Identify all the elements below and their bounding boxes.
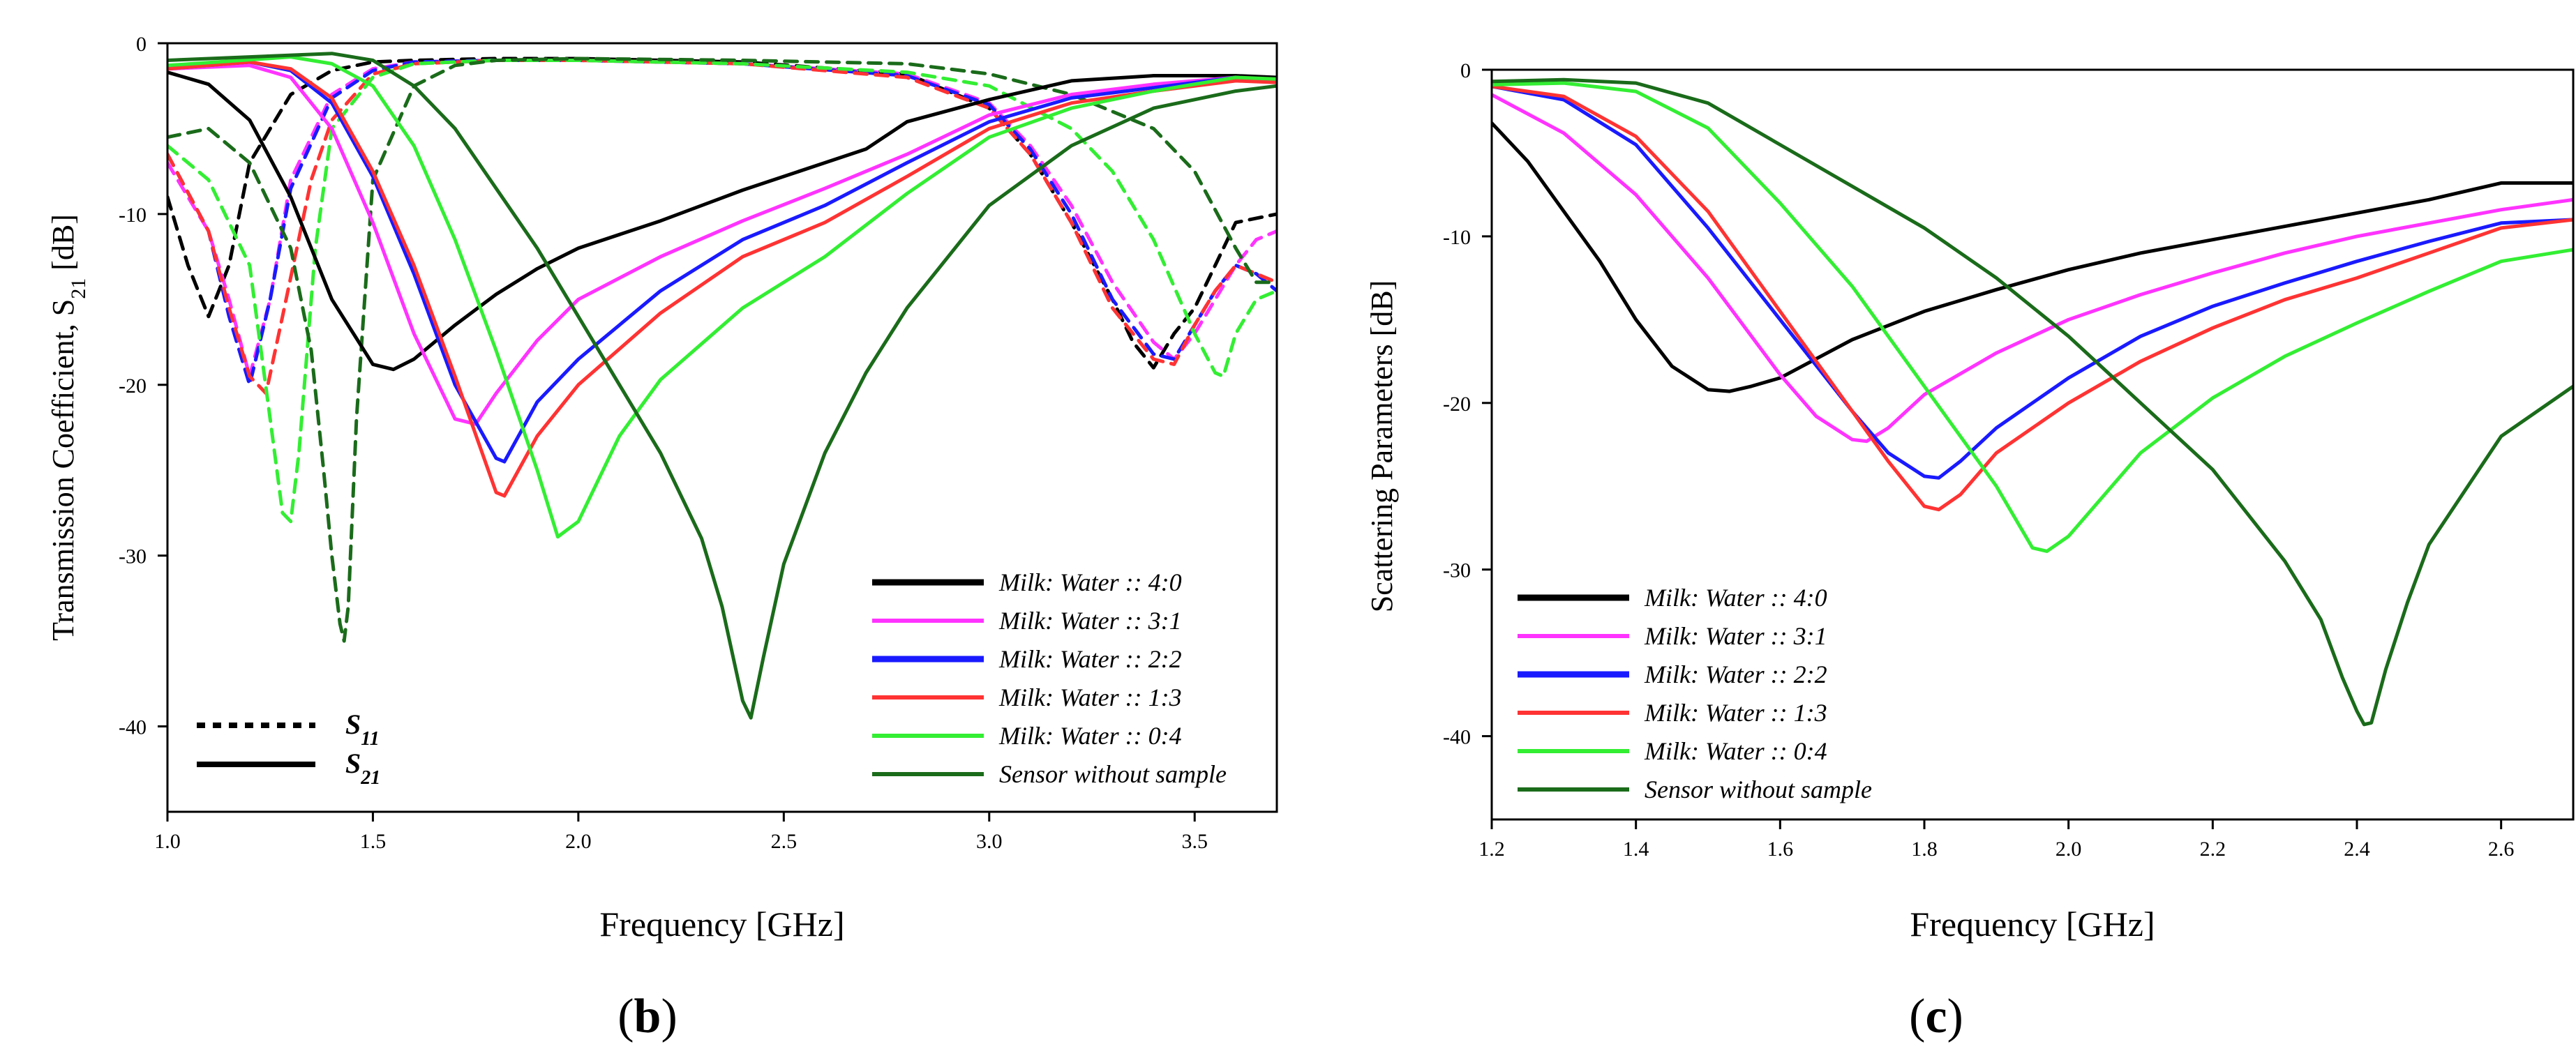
y-tick-label: -20	[119, 375, 147, 398]
x-tick-label: 2.5	[771, 830, 797, 853]
x-tick-label: 1.6	[1767, 838, 1794, 861]
y-tick-label: -10	[119, 204, 147, 227]
series-line-milk-water-0-4	[167, 55, 1277, 539]
panel-b-x-axis-label: Frequency [GHz]	[599, 905, 844, 944]
s11-legend-label: S11	[345, 709, 380, 750]
series-line-milk-water-3-1	[167, 63, 1277, 426]
x-tick-label: 3.5	[1181, 830, 1208, 853]
series-line-s11-without-sample	[167, 56, 1277, 643]
series-line-sensor-without-sample	[1492, 77, 2573, 727]
legend-label: Milk: Water :: 3:1	[998, 607, 1182, 635]
x-tick-label: 1.4	[1623, 838, 1649, 861]
x-tick-label: 1.8	[1911, 838, 1938, 861]
y-tick-label: 0	[136, 33, 147, 56]
x-tick-label: 2.0	[2055, 838, 2082, 861]
panel-c-label: (c)	[1909, 990, 1963, 1043]
x-tick-label: 2.0	[565, 830, 592, 853]
x-tick-label: 1.0	[154, 830, 181, 853]
x-tick-label: 2.6	[2488, 838, 2515, 861]
panel-b-y-axis-label: Transmission Coefficient, S21 [dB]	[46, 214, 90, 641]
panel-b-axis-ticks: 1.0 1.5 2.0 2.5 3.0 3.5 0 -10 -20 -30 -40	[119, 33, 1208, 853]
s21-legend-label: S21	[345, 748, 380, 789]
panel-b-line-style-legend: S11 S21	[197, 709, 380, 789]
panel-c-chart: 1.2 1.4 1.6 1.8 2.0 2.2 2.4 2.6 0 -10 -20 -30 -40 Sc…	[1365, 59, 2575, 1043]
series-line-milk-water-2-2	[1492, 84, 2573, 480]
x-tick-label: 3.0	[976, 830, 1003, 853]
y-tick-label: 0	[1460, 59, 1471, 82]
legend-label: Milk: Water :: 2:2	[998, 645, 1182, 673]
panel-b-chart: 1.0 1.5 2.0 2.5 3.0 3.5 0 -10 -20 -30 -40 Transmis…	[46, 33, 1278, 1043]
x-tick-label: 2.4	[2344, 838, 2370, 861]
y-tick-label: -40	[119, 716, 147, 739]
legend-label: Milk: Water :: 0:4	[1644, 737, 1827, 765]
series-line-milk-water-1-3	[167, 60, 1277, 498]
legend-label: Sensor without sample	[1645, 776, 1872, 803]
legend-label: Milk: Water :: 4:0	[1644, 584, 1827, 612]
legend-label: Sensor without sample	[999, 760, 1227, 788]
series-line-sensor-without-sample	[167, 52, 1277, 720]
panel-b-plot-frame	[166, 42, 1278, 813]
y-tick-label: -30	[119, 545, 147, 568]
y-tick-label: -30	[1443, 559, 1471, 582]
legend-label: Milk: Water :: 1:3	[998, 683, 1182, 711]
panel-c-series-group	[1492, 77, 2573, 727]
x-tick-label: 1.5	[360, 830, 387, 853]
series-line-s11-1-3	[167, 59, 1277, 395]
panel-c-axis-ticks: 1.2 1.4 1.6 1.8 2.0 2.2 2.4 2.6 0 -10 -20 -30 -40	[1443, 59, 2514, 861]
x-tick-label: 1.2	[1478, 838, 1505, 861]
panel-b-label: (b)	[617, 990, 677, 1043]
series-line-milk-water-0-4	[1492, 81, 2573, 553]
panel-c-x-axis-label: Frequency [GHz]	[1910, 905, 2155, 944]
legend-label: Milk: Water :: 1:3	[1644, 699, 1827, 727]
legend-label: Milk: Water :: 0:4	[998, 722, 1182, 750]
series-line-milk-water-2-2	[167, 60, 1277, 464]
series-line-milk-water-1-3	[1492, 84, 2573, 512]
legend-label: Milk: Water :: 4:0	[998, 568, 1182, 596]
x-tick-label: 2.2	[2200, 838, 2226, 861]
series-line-milk-water-3-1	[1492, 93, 2573, 444]
legend-label: Milk: Water :: 3:1	[1644, 622, 1827, 650]
y-tick-label: -10	[1443, 226, 1471, 249]
series-line-milk-water-4-0	[167, 70, 1277, 372]
series-line-milk-water-4-0	[1492, 121, 2573, 393]
panel-c-y-axis-label: Scattering Parameters [dB]	[1365, 280, 1399, 613]
legend-label: Milk: Water :: 2:2	[1644, 660, 1827, 688]
y-tick-label: -40	[1443, 726, 1471, 749]
panel-c-plot-frame	[1490, 68, 2575, 821]
panel-b-series-group	[167, 52, 1277, 720]
y-tick-label: -20	[1443, 393, 1471, 416]
